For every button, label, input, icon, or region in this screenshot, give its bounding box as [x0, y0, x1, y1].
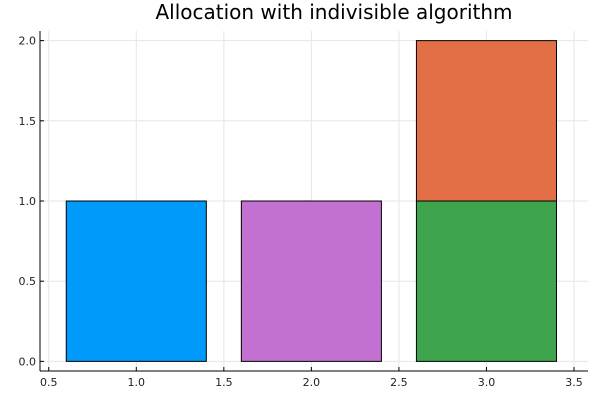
y-tick-label: 0.0	[19, 355, 37, 368]
x-tick-label: 3.5	[565, 376, 583, 389]
y-tick-label: 1.5	[19, 115, 37, 128]
chart-title: Allocation with indivisible algorithm	[155, 0, 512, 24]
x-tick-label: 1.5	[215, 376, 233, 389]
bar-2	[240, 200, 382, 362]
y-tick-label: 0.5	[19, 275, 37, 288]
bar-1	[65, 200, 207, 362]
bar-3	[415, 200, 557, 362]
y-tick-label: 2.0	[19, 35, 37, 48]
x-tick-label: 0.5	[40, 376, 58, 389]
axes-layer: 0.5 1.0 1.5 2.0 2.5 3.0 3.50.00.51.01.52.0	[19, 31, 588, 389]
bars-layer	[65, 40, 557, 362]
bar-4	[415, 40, 557, 202]
x-tick-label: 2.5	[390, 376, 408, 389]
x-tick-label: 3.0	[478, 376, 496, 389]
y-tick-label: 1.0	[19, 195, 37, 208]
x-tick-label: 1.0	[128, 376, 146, 389]
x-tick-label: 2.0	[303, 376, 321, 389]
